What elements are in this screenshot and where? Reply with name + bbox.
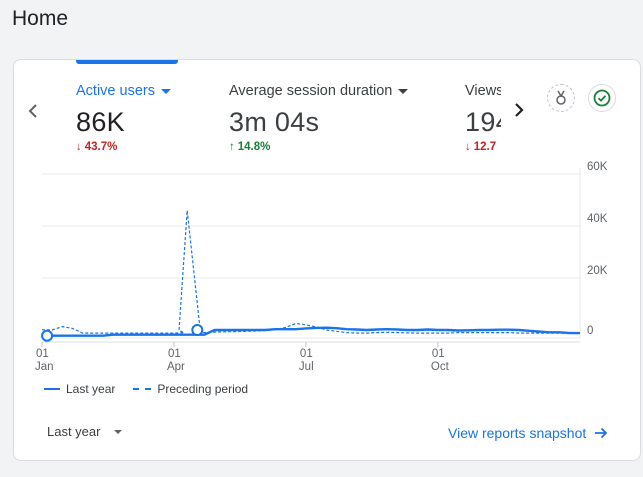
y-tick-label: 40K (587, 213, 608, 225)
metric-change-value: 43.7% (84, 141, 118, 153)
legend-label: Preceding period (157, 382, 249, 396)
view-reports-snapshot-link[interactable]: View reports snapshot (448, 425, 608, 441)
chart-markers (41, 324, 204, 342)
metric-change-value: 14.8% (237, 141, 271, 153)
data-point-marker (41, 329, 54, 342)
check-circle-icon (593, 89, 611, 107)
arrow-down-icon: ↓ (465, 141, 471, 153)
x-tick-month: Apr (167, 361, 185, 373)
caret-down-icon (114, 429, 123, 434)
metric-change: ↓ 43.7% (76, 141, 171, 153)
legend-dashed-swatch (133, 388, 152, 390)
chevron-left-icon (28, 104, 37, 118)
metrics-carousel: Active users 86K ↓ 43.7% Average session… (76, 80, 501, 160)
chart-series (41, 209, 580, 337)
x-tick-month: Jan (35, 361, 54, 373)
legend-solid-swatch (44, 388, 60, 390)
insights-button[interactable] (547, 84, 575, 112)
metric-label-button[interactable]: Average session duration (229, 80, 409, 102)
y-tick-label: 0 (587, 325, 593, 337)
arrow-up-icon: ↑ (229, 141, 235, 153)
date-range-dropdown[interactable]: Last year (47, 424, 123, 439)
caret-down-icon (398, 88, 409, 94)
metric-change: ↓ 12.7 (465, 141, 501, 153)
metric-label-button[interactable]: Views (465, 80, 501, 102)
status-button[interactable] (588, 84, 616, 112)
next-metric-button[interactable] (509, 98, 529, 122)
legend-preceding-period: Preceding period (133, 382, 248, 396)
x-tick-day: 01 (168, 348, 181, 360)
metric-views[interactable]: Views 194 ↓ 12.7 (465, 80, 501, 153)
x-tick-day: 01 (36, 348, 49, 360)
y-axis: 0 20K 40K 60K (587, 161, 608, 337)
view-reports-snapshot-label: View reports snapshot (448, 425, 587, 441)
x-tick-month: Oct (431, 361, 450, 373)
metrics-card: Active users 86K ↓ 43.7% Average session… (13, 59, 641, 461)
x-tick-day: 01 (432, 348, 445, 360)
chart-legend: Last year Preceding period (44, 382, 248, 396)
chart-grid (41, 168, 581, 347)
metric-average-session-duration[interactable]: Average session duration 3m 04s ↑ 14.8% (229, 80, 409, 153)
metric-label-button[interactable]: Active users (76, 80, 171, 102)
metric-label-text: Active users (76, 83, 155, 99)
page-title: Home (12, 7, 69, 30)
caret-down-icon (160, 88, 171, 94)
metric-change: ↑ 14.8% (229, 141, 408, 153)
x-tick-day: 01 (300, 348, 313, 360)
medal-icon (556, 90, 566, 105)
y-tick-label: 60K (587, 161, 608, 173)
x-tick-month: Jul (299, 361, 314, 373)
last-year-line (42, 326, 580, 337)
data-point-marker (191, 324, 204, 336)
active-tab-indicator (76, 60, 178, 64)
metric-label-text: Average session duration (229, 83, 393, 99)
metric-value: 194 (465, 107, 501, 137)
previous-metric-button[interactable] (24, 100, 42, 122)
legend-last-year: Last year (44, 382, 115, 396)
arrow-down-icon: ↓ (76, 141, 82, 153)
metric-value: 86K (76, 107, 125, 137)
metric-change-value: 12.7 (473, 141, 497, 153)
arrow-right-icon (595, 427, 608, 439)
metric-value: 3m 04s (229, 107, 320, 137)
metric-active-users[interactable]: Active users 86K ↓ 43.7% (76, 80, 171, 153)
metric-label-text: Views (465, 83, 501, 99)
legend-label: Last year (66, 382, 116, 396)
date-range-value: Last year (47, 424, 101, 439)
preceding-period-line (41, 209, 580, 334)
chevron-right-icon (515, 103, 524, 117)
y-tick-label: 20K (587, 265, 608, 277)
